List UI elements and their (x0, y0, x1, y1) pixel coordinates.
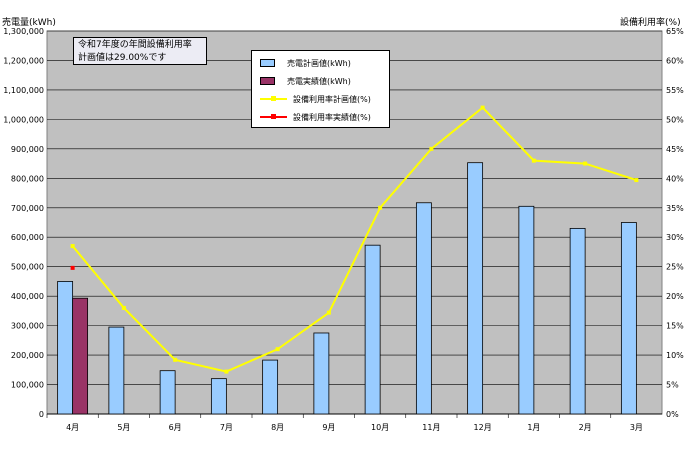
x-tick-label: 8月 (271, 423, 284, 432)
right-tick-label: 0% (666, 410, 679, 419)
left-tick-label: 1,000,000 (3, 115, 44, 124)
legend-item-actual-kwh: 売電実績値(kWh) (260, 74, 351, 88)
x-tick-label: 1月 (527, 423, 540, 432)
x-tick-label: 5月 (117, 423, 130, 432)
left-tick-label: 800,000 (11, 174, 44, 183)
data-point (70, 244, 75, 249)
note-line-1: 令和7年度の年間設備利用率 (78, 40, 192, 50)
x-tick-label: 4月 (66, 423, 79, 432)
left-axis-ticks: 0 100,000 200,000 300,000 400,000 500,000 600,… (3, 27, 44, 419)
annual-utilization-note: 令和7年度の年間設備利用率 計画値は29.00%です (73, 37, 207, 65)
data-point (378, 205, 383, 210)
left-tick-label: 500,000 (11, 263, 44, 272)
left-tick-label: 0 (39, 410, 44, 419)
data-point (173, 357, 178, 362)
data-point (429, 146, 434, 151)
x-tick-label: 3月 (630, 423, 643, 432)
bar (72, 297, 89, 415)
x-tick-label: 11月 (422, 423, 440, 432)
series-line (71, 106, 637, 373)
bar (313, 332, 330, 415)
right-tick-label: 60% (666, 56, 684, 65)
bar (620, 222, 637, 415)
left-axis-title: 売電量(kWh) (2, 18, 56, 28)
bar-series (57, 162, 637, 415)
left-tick-label: 1,100,000 (3, 86, 44, 95)
legend-item-plan-kwh: 売電計画値(kWh) (260, 56, 351, 70)
legend-swatch (260, 59, 275, 67)
legend-label: 設備利用率実績値(%) (293, 112, 371, 122)
right-tick-label: 20% (666, 292, 684, 301)
bar (159, 370, 176, 415)
x-tick-label: 12月 (474, 423, 492, 432)
data-point (531, 158, 536, 163)
bar (57, 281, 74, 415)
right-tick-label: 35% (666, 204, 684, 213)
data-point (326, 310, 331, 315)
legend-label: 売電計画値(kWh) (287, 58, 351, 68)
right-tick-label: 55% (666, 86, 684, 95)
x-tick-label: 9月 (322, 423, 335, 432)
right-tick-label: 10% (666, 351, 684, 360)
bar (108, 326, 125, 415)
data-point (224, 369, 229, 374)
legend-item-actual-rate: 設備利用率実績値(%) (260, 110, 371, 124)
left-tick-label: 100,000 (11, 381, 44, 390)
data-point (121, 305, 126, 310)
legend-label: 設備利用率計画値(%) (293, 94, 371, 104)
left-tick-label: 1,300,000 (3, 27, 44, 36)
x-tick-label: 6月 (169, 423, 182, 432)
bar (262, 359, 279, 415)
left-tick-label: 900,000 (11, 145, 44, 154)
data-point (480, 105, 485, 110)
right-tick-label: 15% (666, 322, 684, 331)
left-tick-label: 200,000 (11, 351, 44, 360)
left-tick-label: 1,200,000 (3, 56, 44, 65)
bar (569, 227, 586, 415)
right-tick-label: 40% (666, 174, 684, 183)
left-tick-label: 600,000 (11, 233, 44, 242)
bar (364, 244, 381, 415)
right-tick-label: 45% (666, 145, 684, 154)
data-point (634, 178, 639, 183)
left-tick-label: 400,000 (11, 292, 44, 301)
x-tick-label: 7月 (220, 423, 233, 432)
right-tick-label: 65% (666, 27, 684, 36)
legend-label: 売電実績値(kWh) (287, 76, 351, 86)
legend-swatch (260, 94, 287, 104)
right-tick-label: 50% (666, 115, 684, 124)
bar (467, 162, 484, 415)
data-point (583, 161, 588, 166)
x-axis-ticks: 4月 5月 6月 7月 8月 9月 10月 11月 12月 1月 2月 3月 (46, 414, 643, 432)
left-tick-label: 700,000 (11, 204, 44, 213)
legend-item-plan-rate: 設備利用率計画値(%) (260, 92, 371, 106)
bar (210, 378, 227, 415)
right-axis-title: 設備利用率(%) (620, 18, 681, 28)
right-axis-ticks: 0% 5% 10% 15% 20% 25% 30% 35% 40% 45% 50% 55% 60% 65% (666, 27, 684, 419)
note-line-2: 計画値は29.00%です (78, 53, 167, 63)
x-tick-label: 10月 (371, 423, 389, 432)
right-tick-label: 5% (666, 381, 679, 390)
bar (518, 205, 535, 415)
data-point (70, 265, 75, 270)
legend: 売電計画値(kWh) 売電実績値(kWh) 設備利用率計画値(%) 設備利用率実… (251, 50, 390, 128)
right-tick-label: 25% (666, 263, 684, 272)
legend-swatch (260, 77, 275, 85)
x-tick-label: 2月 (579, 423, 592, 432)
data-point (275, 347, 280, 352)
left-tick-label: 300,000 (11, 322, 44, 331)
bar (415, 202, 432, 415)
line-series (70, 105, 639, 374)
legend-swatch (260, 112, 287, 122)
right-tick-label: 30% (666, 233, 684, 242)
